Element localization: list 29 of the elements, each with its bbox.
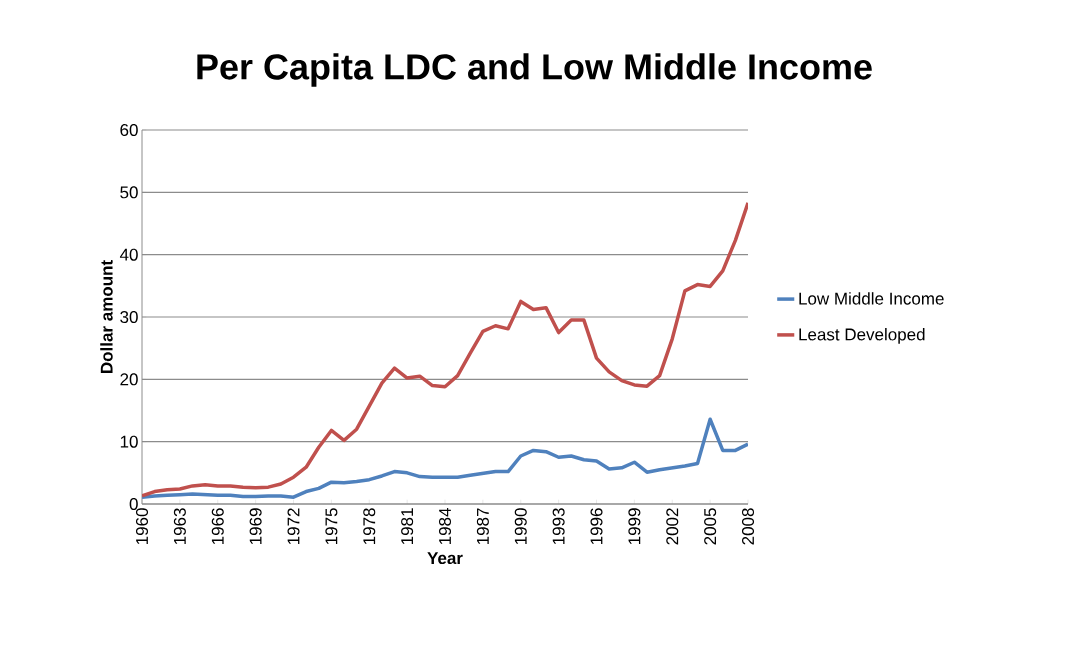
x-tick-label: 1981 [401, 508, 414, 545]
legend-label: Low Middle Income [799, 292, 944, 305]
x-tick-label: 1975 [325, 508, 338, 545]
x-tick-label: 1963 [173, 508, 186, 545]
y-tick-label: 40 [119, 248, 138, 261]
y-axis-title: Dollar amount [100, 260, 113, 373]
x-tick-label: 1987 [476, 508, 489, 545]
x-tick-label: 1969 [249, 508, 262, 545]
x-tick-label: 1972 [287, 508, 300, 545]
x-tick-label: 2008 [741, 508, 755, 545]
y-tick-label: 30 [120, 310, 138, 324]
legend-label: Least Developed [799, 328, 925, 344]
y-tick-label: 20 [120, 373, 138, 386]
x-tick-label: 1984 [438, 508, 452, 545]
x-tick-label: 1990 [514, 508, 527, 545]
x-tick-label: 2005 [704, 508, 717, 545]
x-tick-label: 2002 [666, 508, 679, 545]
x-tick-label: 1978 [363, 508, 376, 545]
y-tick-label: 10 [120, 435, 138, 448]
y-tick-label: 50 [120, 186, 138, 199]
x-tick-label: 1996 [590, 508, 603, 545]
x-tick-label: 1999 [628, 508, 641, 545]
x-tick-label: 1993 [552, 508, 565, 545]
x-axis-title: Year [427, 552, 463, 565]
x-tick-label: 1960 [135, 508, 149, 545]
y-tick-label: 0 [129, 497, 138, 511]
y-tick-label: 60 [120, 123, 138, 137]
chart-title: Per Capita LDC and Low Middle Income [197, 53, 872, 87]
x-tick-label: 1966 [211, 508, 224, 545]
